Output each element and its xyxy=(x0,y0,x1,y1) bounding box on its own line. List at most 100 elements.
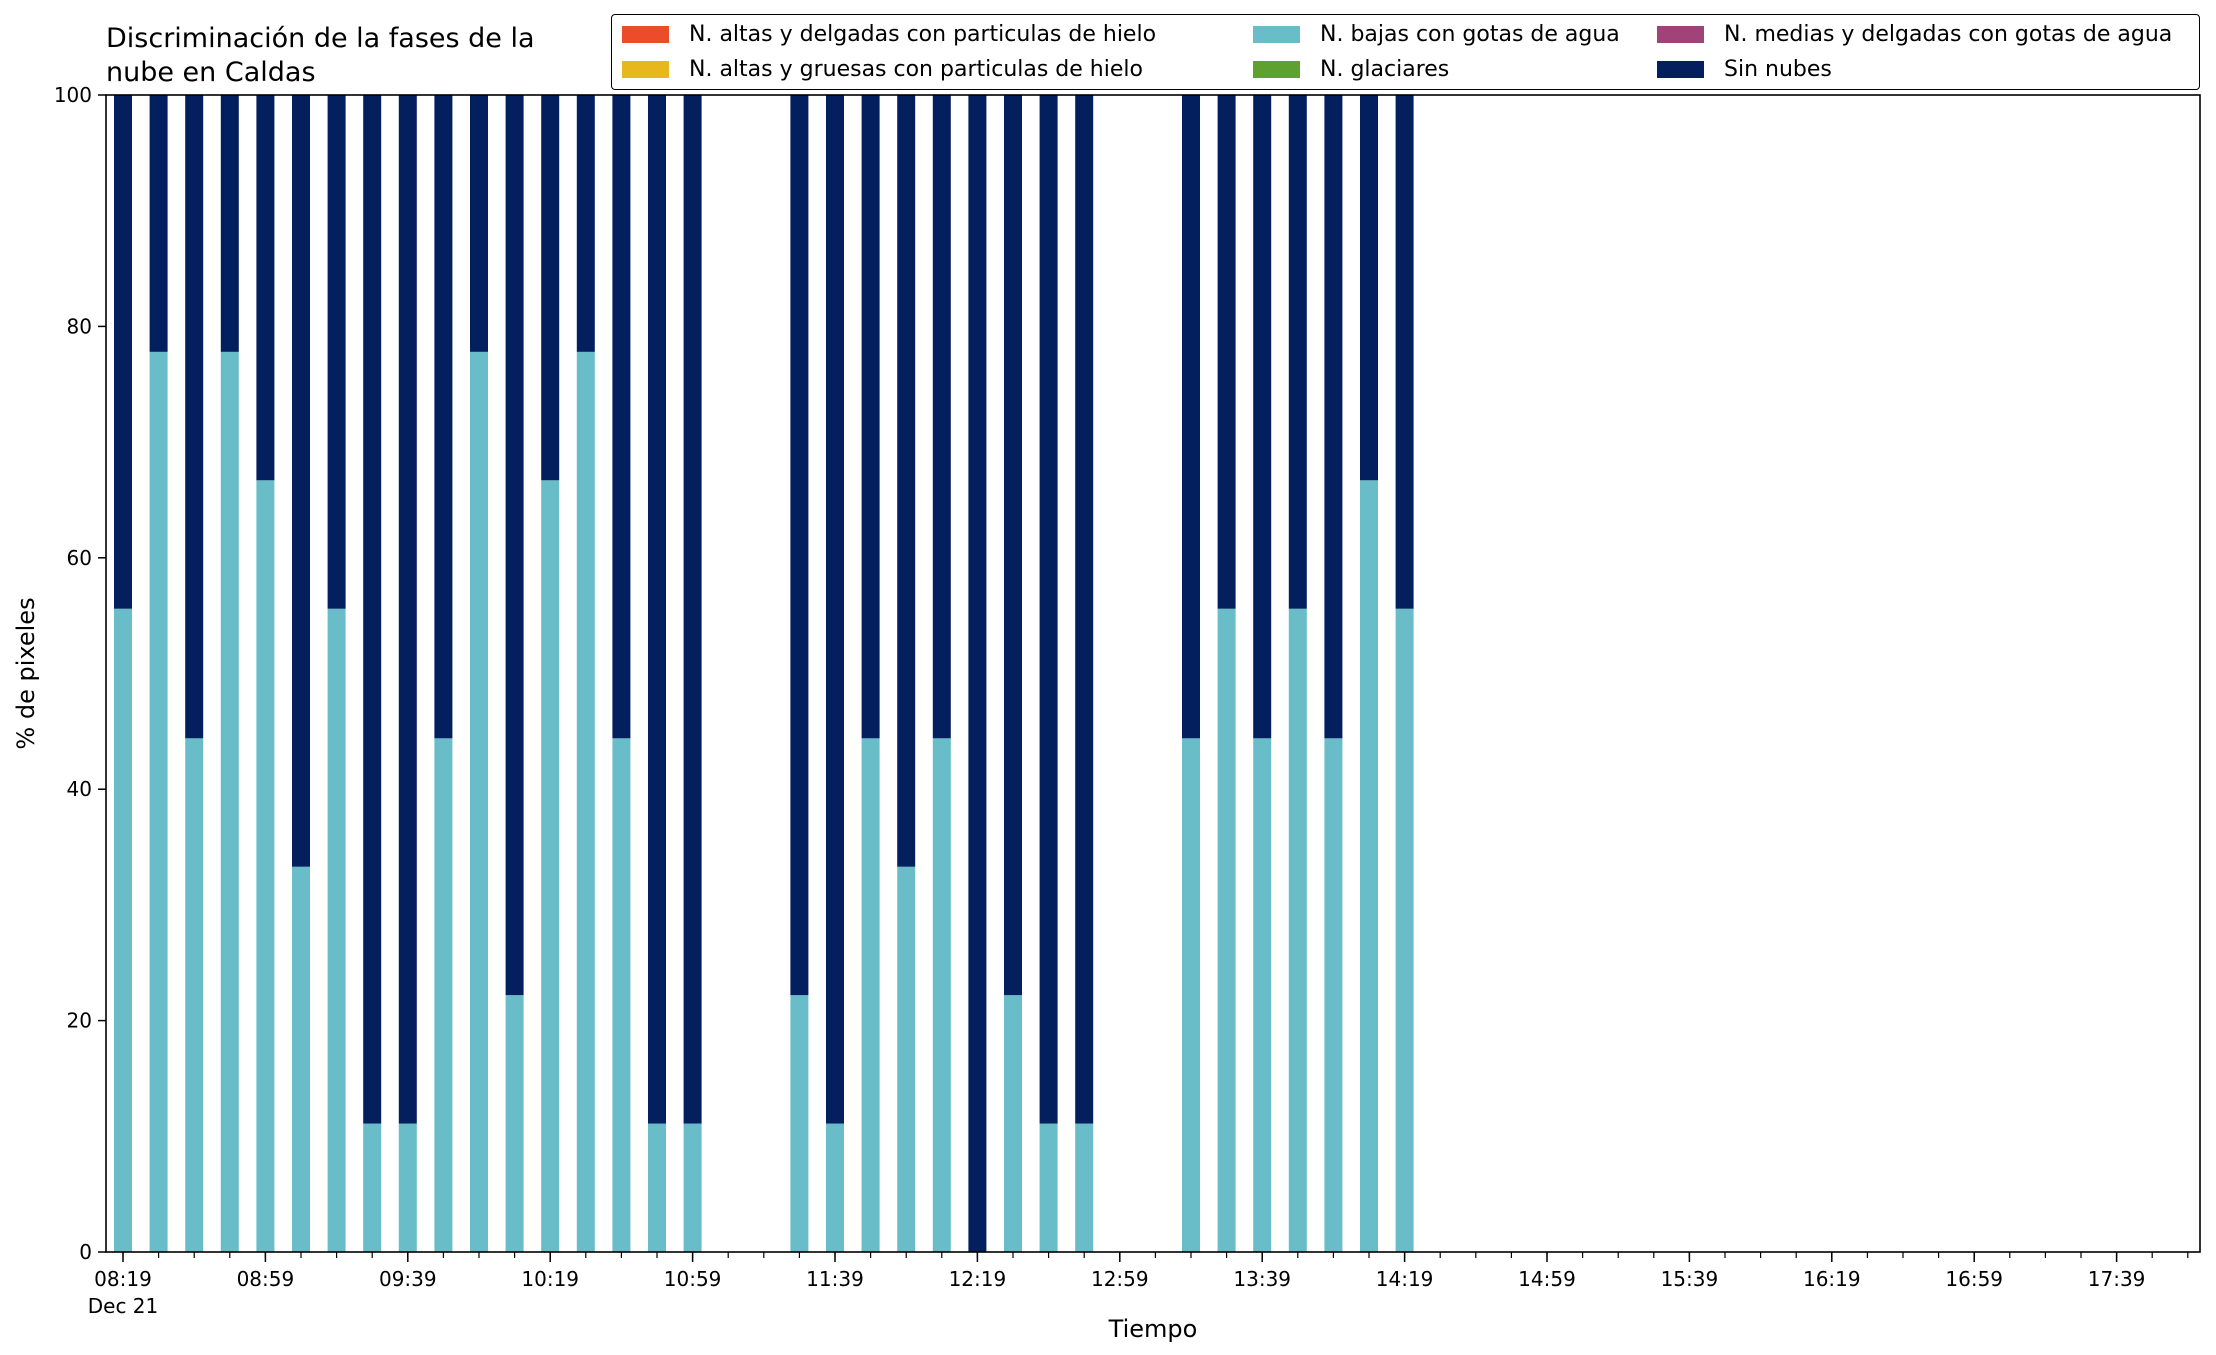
bar-sin-nubes-9 xyxy=(434,95,453,739)
bar-sin-nubes-1 xyxy=(149,95,168,352)
legend-item-medias-delgadas: N. medias y delgadas con gotas de agua xyxy=(1657,19,2172,49)
bar-bajas-gotas-15 xyxy=(648,1123,666,1252)
legend-swatch-altas-gruesas xyxy=(622,60,669,78)
y-tick-label-0: 0 xyxy=(79,1240,92,1264)
x-tick-label-4: 10:59 xyxy=(664,1267,722,1291)
bar-bajas-gotas-0 xyxy=(114,608,132,1252)
bar-sin-nubes-14 xyxy=(612,95,631,739)
bar-bajas-gotas-26 xyxy=(1039,1123,1058,1252)
bar-bajas-gotas-32 xyxy=(1253,738,1272,1252)
bar-sin-nubes-24 xyxy=(968,95,987,1252)
x-tick-date-label: Dec 21 xyxy=(88,1294,159,1318)
bar-sin-nubes-8 xyxy=(398,95,417,1124)
bar-sin-nubes-32 xyxy=(1253,95,1272,739)
y-tick-label-2: 40 xyxy=(67,777,92,801)
legend-item-bajas-gotas: N. bajas con gotas de agua xyxy=(1253,19,1620,49)
bar-sin-nubes-7 xyxy=(363,95,382,1124)
x-axis-label: Tiempo xyxy=(1108,1315,1198,1343)
bar-bajas-gotas-6 xyxy=(327,608,346,1252)
x-tick-label-2: 09:39 xyxy=(379,1267,437,1291)
x-tick-label-9: 14:19 xyxy=(1376,1267,1434,1291)
y-tick-label-5: 100 xyxy=(54,83,92,107)
legend-swatch-bajas-gotas xyxy=(1253,25,1300,43)
legend-label-glaciares: N. glaciares xyxy=(1320,56,1450,82)
bar-bajas-gotas-3 xyxy=(220,351,239,1252)
bar-sin-nubes-30 xyxy=(1182,95,1200,739)
legend-label-bajas-gotas: N. bajas con gotas de agua xyxy=(1320,21,1620,47)
bar-sin-nubes-31 xyxy=(1217,95,1236,609)
bar-bajas-gotas-20 xyxy=(826,1123,844,1252)
bar-bajas-gotas-8 xyxy=(398,1123,417,1252)
chart-title: Discriminación de la fases de la nube en… xyxy=(106,22,535,90)
legend-label-sin-nubes: Sin nubes xyxy=(1724,56,1832,82)
bar-bajas-gotas-23 xyxy=(932,738,951,1252)
chart-legend: N. altas y delgadas con particulas de hi… xyxy=(611,14,2200,90)
y-tick-label-3: 60 xyxy=(67,546,92,570)
bar-sin-nubes-5 xyxy=(292,95,310,867)
bar-sin-nubes-2 xyxy=(185,95,204,739)
bar-bajas-gotas-2 xyxy=(185,738,204,1252)
x-tick-label-5: 11:39 xyxy=(806,1267,864,1291)
bar-bajas-gotas-1 xyxy=(149,351,168,1252)
bar-sin-nubes-36 xyxy=(1395,95,1414,609)
bar-sin-nubes-4 xyxy=(256,95,275,481)
chart-title-line-2: nube en Caldas xyxy=(106,57,316,88)
x-tick-label-10: 14:59 xyxy=(1518,1267,1576,1291)
bar-sin-nubes-27 xyxy=(1075,95,1094,1124)
bar-bajas-gotas-31 xyxy=(1217,608,1236,1252)
bar-sin-nubes-11 xyxy=(505,95,524,996)
bar-bajas-gotas-30 xyxy=(1182,738,1200,1252)
bar-sin-nubes-19 xyxy=(790,95,809,996)
legend-item-altas-gruesas: N. altas y gruesas con particulas de hie… xyxy=(622,54,1143,84)
y-tick-label-4: 80 xyxy=(67,314,92,338)
bar-bajas-gotas-13 xyxy=(576,351,595,1252)
bar-bajas-gotas-9 xyxy=(434,738,453,1252)
bar-bajas-gotas-14 xyxy=(612,738,631,1252)
legend-item-altas-delgadas: N. altas y delgadas con particulas de hi… xyxy=(622,19,1156,49)
legend-label-altas-gruesas: N. altas y gruesas con particulas de hie… xyxy=(689,56,1143,82)
bar-sin-nubes-10 xyxy=(470,95,488,352)
bar-bajas-gotas-35 xyxy=(1360,480,1378,1252)
bar-bajas-gotas-4 xyxy=(256,480,275,1252)
bar-bajas-gotas-12 xyxy=(541,480,560,1252)
bar-sin-nubes-34 xyxy=(1324,95,1343,739)
bar-sin-nubes-35 xyxy=(1360,95,1378,481)
bar-bajas-gotas-7 xyxy=(363,1123,382,1252)
bar-bajas-gotas-33 xyxy=(1288,608,1307,1252)
x-tick-label-8: 13:39 xyxy=(1233,1267,1291,1291)
bar-sin-nubes-15 xyxy=(648,95,666,1124)
bar-bajas-gotas-22 xyxy=(897,866,916,1252)
x-tick-label-14: 17:39 xyxy=(2088,1267,2146,1291)
x-tick-label-0: 08:19 xyxy=(94,1267,152,1291)
bar-bajas-gotas-25 xyxy=(1004,995,1022,1252)
x-tick-label-12: 16:19 xyxy=(1803,1267,1861,1291)
y-axis-label: % de pixeles xyxy=(12,597,40,749)
bar-sin-nubes-6 xyxy=(327,95,346,609)
x-tick-label-1: 08:59 xyxy=(237,1267,295,1291)
legend-swatch-sin-nubes xyxy=(1657,60,1704,78)
bar-bajas-gotas-19 xyxy=(790,995,809,1252)
bar-sin-nubes-16 xyxy=(683,95,702,1124)
legend-label-altas-delgadas: N. altas y delgadas con particulas de hi… xyxy=(689,21,1157,47)
legend-item-sin-nubes: Sin nubes xyxy=(1657,54,1832,84)
legend-swatch-medias-delgadas xyxy=(1657,25,1704,43)
x-tick-label-6: 12:19 xyxy=(949,1267,1007,1291)
x-tick-label-7: 12:59 xyxy=(1091,1267,1149,1291)
plot-frame xyxy=(105,94,2201,1253)
bar-bajas-gotas-34 xyxy=(1324,738,1343,1252)
bar-bajas-gotas-5 xyxy=(292,866,310,1252)
bar-sin-nubes-3 xyxy=(220,95,239,352)
bar-sin-nubes-25 xyxy=(1004,95,1022,996)
bar-sin-nubes-22 xyxy=(897,95,916,867)
bar-bajas-gotas-36 xyxy=(1395,608,1414,1252)
x-tick-label-11: 15:39 xyxy=(1661,1267,1719,1291)
bar-sin-nubes-20 xyxy=(826,95,844,1124)
legend-swatch-glaciares xyxy=(1253,60,1300,78)
legend-swatch-altas-delgadas xyxy=(622,25,669,43)
legend-item-glaciares: N. glaciares xyxy=(1253,54,1449,84)
bar-sin-nubes-0 xyxy=(114,95,132,609)
bar-bajas-gotas-11 xyxy=(505,995,524,1252)
bar-sin-nubes-21 xyxy=(861,95,880,739)
bar-sin-nubes-26 xyxy=(1039,95,1058,1124)
